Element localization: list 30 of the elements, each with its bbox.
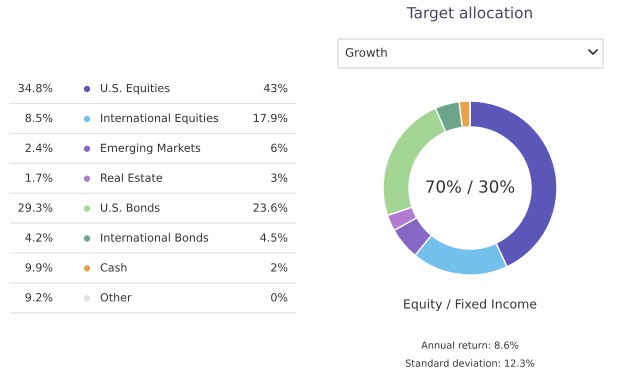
legend-label: U.S. Bonds <box>100 203 160 212</box>
text: 0% <box>271 293 288 302</box>
data-label: 43% <box>264 84 288 92</box>
chart-title: Target allocation <box>406 6 532 22</box>
legend-label: U.S. Equities <box>100 84 170 94</box>
text: 1.7% <box>26 174 52 182</box>
legend-label: International Equities <box>101 114 218 124</box>
legend-label: Other <box>100 292 132 302</box>
data-label: 3% <box>271 174 288 182</box>
legend-label: Emerging Markets <box>101 143 200 154</box>
text: 9.2% <box>25 293 52 302</box>
text: 9.9% <box>25 263 52 272</box>
text: 29.3% <box>18 203 52 212</box>
legend-label: Cash <box>100 263 126 272</box>
data-label: 4.5% <box>260 233 288 242</box>
text: Annual return: 8.6% <box>421 341 518 349</box>
text: Standard deviation: 12.3% <box>406 359 534 367</box>
legend-label: International Bonds <box>101 233 208 242</box>
text: 70% / 30% <box>426 180 514 194</box>
text: 2.4% <box>26 144 52 152</box>
data-label: 17.9% <box>254 114 288 122</box>
legend-label: Real Estate <box>101 173 162 182</box>
text: 34.8% <box>18 84 52 92</box>
text: 4.2% <box>25 233 52 242</box>
text: 8.5% <box>26 114 52 122</box>
text: Growth <box>346 48 387 57</box>
data-label: 23.6% <box>254 203 288 212</box>
data-label: 6% <box>271 144 288 152</box>
text: Equity / Fixed Income <box>404 298 536 312</box>
data-label: 2% <box>271 263 288 272</box>
